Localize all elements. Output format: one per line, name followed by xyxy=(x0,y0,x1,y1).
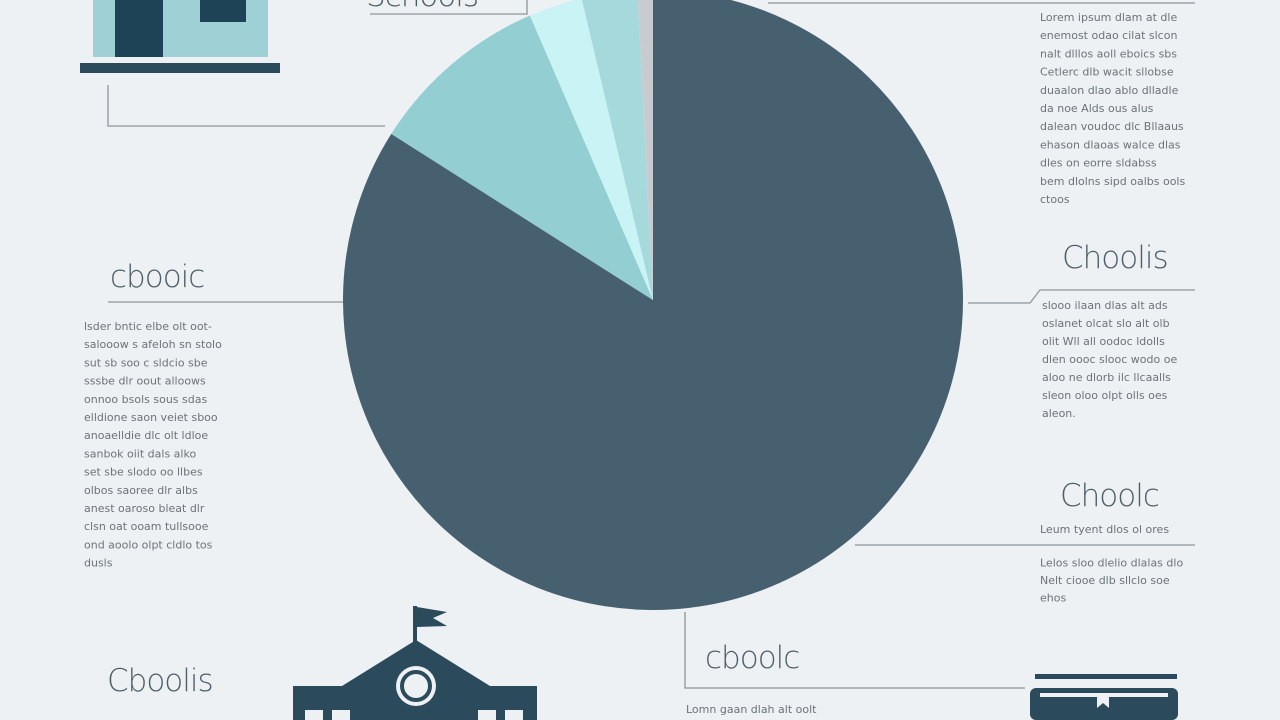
book-icon xyxy=(1030,674,1178,720)
annotation-line: anoaelldie dlc olt ldloe xyxy=(84,429,208,442)
annotation-title: Choolc xyxy=(1060,478,1159,514)
pie-slice xyxy=(342,0,963,610)
annotation-title: Cboolis xyxy=(107,663,213,699)
annotation-line: Cetlerc dlb wacit sllobse xyxy=(1040,66,1174,79)
pie-slice xyxy=(391,15,653,301)
annotation-line: salooow s afeloh sn stolo xyxy=(84,338,222,351)
annotation-line: oslanet olcat slo alt olb xyxy=(1042,317,1170,330)
annotation-line: Lelos sloo dlelio dlalas dlo xyxy=(1040,557,1183,570)
annotation-line: ctoos xyxy=(1040,193,1070,206)
annotation-line: Leum tyent dlos ol ores xyxy=(1040,523,1169,536)
annotation-line: dlen oooc slooc wodo oe xyxy=(1042,353,1177,366)
annotation-line: duaalon dlao ablo dlladle xyxy=(1040,84,1179,97)
annotation-line: clsn oat ooam tullsooe xyxy=(84,520,209,533)
annotation-line: elldione saon veiet sboo xyxy=(84,411,218,424)
annotation-line: anest oaroso bleat dlr xyxy=(84,502,205,515)
annotation-line: ehos xyxy=(1040,592,1066,605)
pie-slice xyxy=(637,0,653,300)
annotation-line: aloo ne dlorb ilc llcaalls xyxy=(1042,371,1171,384)
annotation-line: olit Wll all oodoc ldolls xyxy=(1042,335,1165,348)
annotation-title: Choolis xyxy=(1062,240,1168,276)
annotation-line: olbos saoree dlr albs xyxy=(84,484,198,497)
annotation-line: Nelt ciooe dlb sllclo soe xyxy=(1040,574,1170,587)
annotation-line: bem dlolns sipd oalbs ools xyxy=(1040,175,1185,188)
school-icon xyxy=(293,606,537,720)
annotation-line: sut sb soo c sldcio sbe xyxy=(84,356,208,369)
annotation-line: ehason dlaoas walce dlas xyxy=(1040,138,1181,151)
pie-slice xyxy=(581,0,653,300)
annotation-line: sanbok oiit dals alko xyxy=(84,447,196,460)
pie-slice xyxy=(529,0,653,300)
annotation-title: cbooic xyxy=(110,259,204,295)
annotation-line: slooo ilaan dlas alt ads xyxy=(1042,299,1168,312)
annotation-line: dalean voudoc dlc Bllaaus xyxy=(1040,120,1184,133)
annotations: Schools Lorem ipsum dlam at dle enemost od… xyxy=(84,0,1185,716)
annotation-title: Schools xyxy=(366,0,478,14)
annotation-line: aleon. xyxy=(1042,407,1076,420)
annotation-line: da noe Alds ous alus xyxy=(1040,102,1154,115)
annotation-line: nalt dlllos aoll eboics sbs xyxy=(1040,47,1177,60)
annotation-title: cboolc xyxy=(705,640,799,676)
annotation-line: enemost odao cilat slcon xyxy=(1040,29,1177,42)
annotation-line: set sbe slodo oo llbes xyxy=(84,466,203,479)
annotation-line: ond aoolo olpt cldlo tos xyxy=(84,538,213,551)
annotation-line: Lomn gaan dlah alt oolt xyxy=(686,703,817,716)
annotation-line: dusls xyxy=(84,557,113,570)
annotation-line: dles on eorre sldabss xyxy=(1040,157,1157,170)
annotation-line: Lorem ipsum dlam at dle xyxy=(1040,11,1177,24)
annotation-line: sleon oloo olpt olls oes xyxy=(1042,389,1168,402)
building-icon xyxy=(80,0,280,73)
leader-lines xyxy=(107,0,1195,689)
pie xyxy=(342,0,963,610)
annotation-line: onnoo bsols sous sdas xyxy=(84,393,207,406)
annotation-line: lsder bntic elbe olt oot- xyxy=(84,320,212,333)
annotation-line: sssbe dlr oout alloows xyxy=(84,375,206,388)
